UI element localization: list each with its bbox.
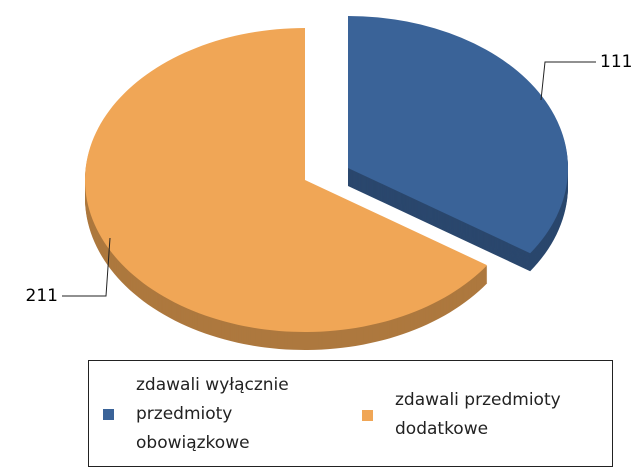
legend-label: zdawali przedmioty dodatkowe (395, 390, 561, 439)
leader-line (62, 237, 111, 297)
legend-label: zdawali wyłącznie przedmioty obowiązkowe (136, 375, 289, 453)
slice (348, 16, 568, 254)
leader-line (540, 61, 596, 101)
legend-item: zdawali wyłącznie przedmioty obowiązkowe (103, 371, 311, 458)
legend-swatch (103, 409, 114, 420)
legend-item: zdawali przedmioty dodatkowe (362, 386, 615, 444)
slice (85, 28, 488, 332)
data-label: 111 (600, 52, 632, 72)
data-label: 211 (26, 286, 58, 306)
legend: zdawali wyłącznie przedmioty obowiązkowe… (88, 360, 613, 467)
legend-swatch (362, 409, 373, 421)
